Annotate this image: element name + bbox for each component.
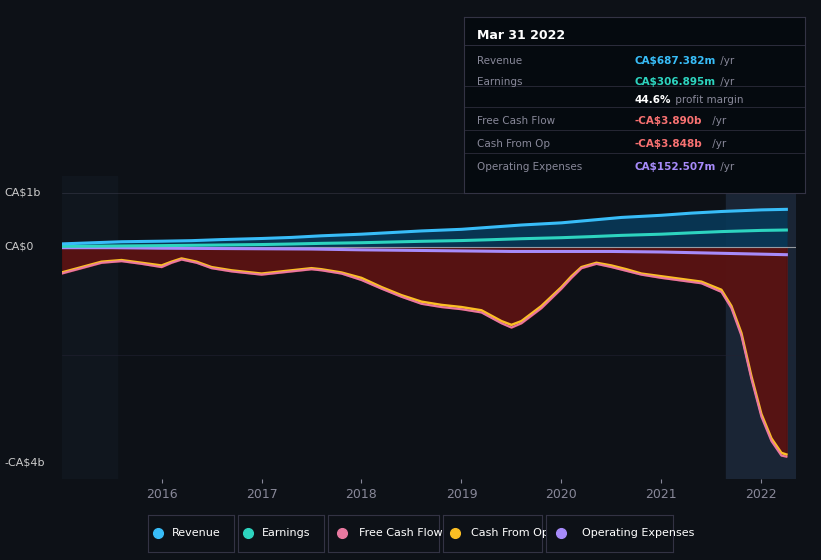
Text: Earnings: Earnings xyxy=(478,77,523,87)
Text: /yr: /yr xyxy=(717,56,734,66)
Text: /yr: /yr xyxy=(717,162,734,172)
Text: Operating Expenses: Operating Expenses xyxy=(581,529,694,538)
Bar xyxy=(62,176,117,479)
Text: Earnings: Earnings xyxy=(262,529,310,538)
Text: -CA$4b: -CA$4b xyxy=(4,458,44,468)
Text: Operating Expenses: Operating Expenses xyxy=(478,162,583,172)
Text: Free Cash Flow: Free Cash Flow xyxy=(478,116,556,126)
Text: Revenue: Revenue xyxy=(172,529,221,538)
Text: CA$687.382m: CA$687.382m xyxy=(635,56,716,66)
Text: CA$306.895m: CA$306.895m xyxy=(635,77,715,87)
Text: -CA$3.890b: -CA$3.890b xyxy=(635,116,702,126)
Text: Free Cash Flow: Free Cash Flow xyxy=(360,529,443,538)
Text: CA$0: CA$0 xyxy=(4,241,34,251)
Text: /yr: /yr xyxy=(717,77,734,87)
Text: Revenue: Revenue xyxy=(478,56,523,66)
Text: Cash From Op: Cash From Op xyxy=(471,529,548,538)
Text: CA$152.507m: CA$152.507m xyxy=(635,162,716,172)
Text: CA$1b: CA$1b xyxy=(4,188,40,198)
Text: 44.6%: 44.6% xyxy=(635,95,671,105)
Text: -CA$3.848b: -CA$3.848b xyxy=(635,139,702,149)
Text: Cash From Op: Cash From Op xyxy=(478,139,551,149)
Text: /yr: /yr xyxy=(709,116,727,126)
Text: profit margin: profit margin xyxy=(672,95,743,105)
Text: Mar 31 2022: Mar 31 2022 xyxy=(478,29,566,42)
Text: /yr: /yr xyxy=(709,139,727,149)
Bar xyxy=(727,176,796,479)
